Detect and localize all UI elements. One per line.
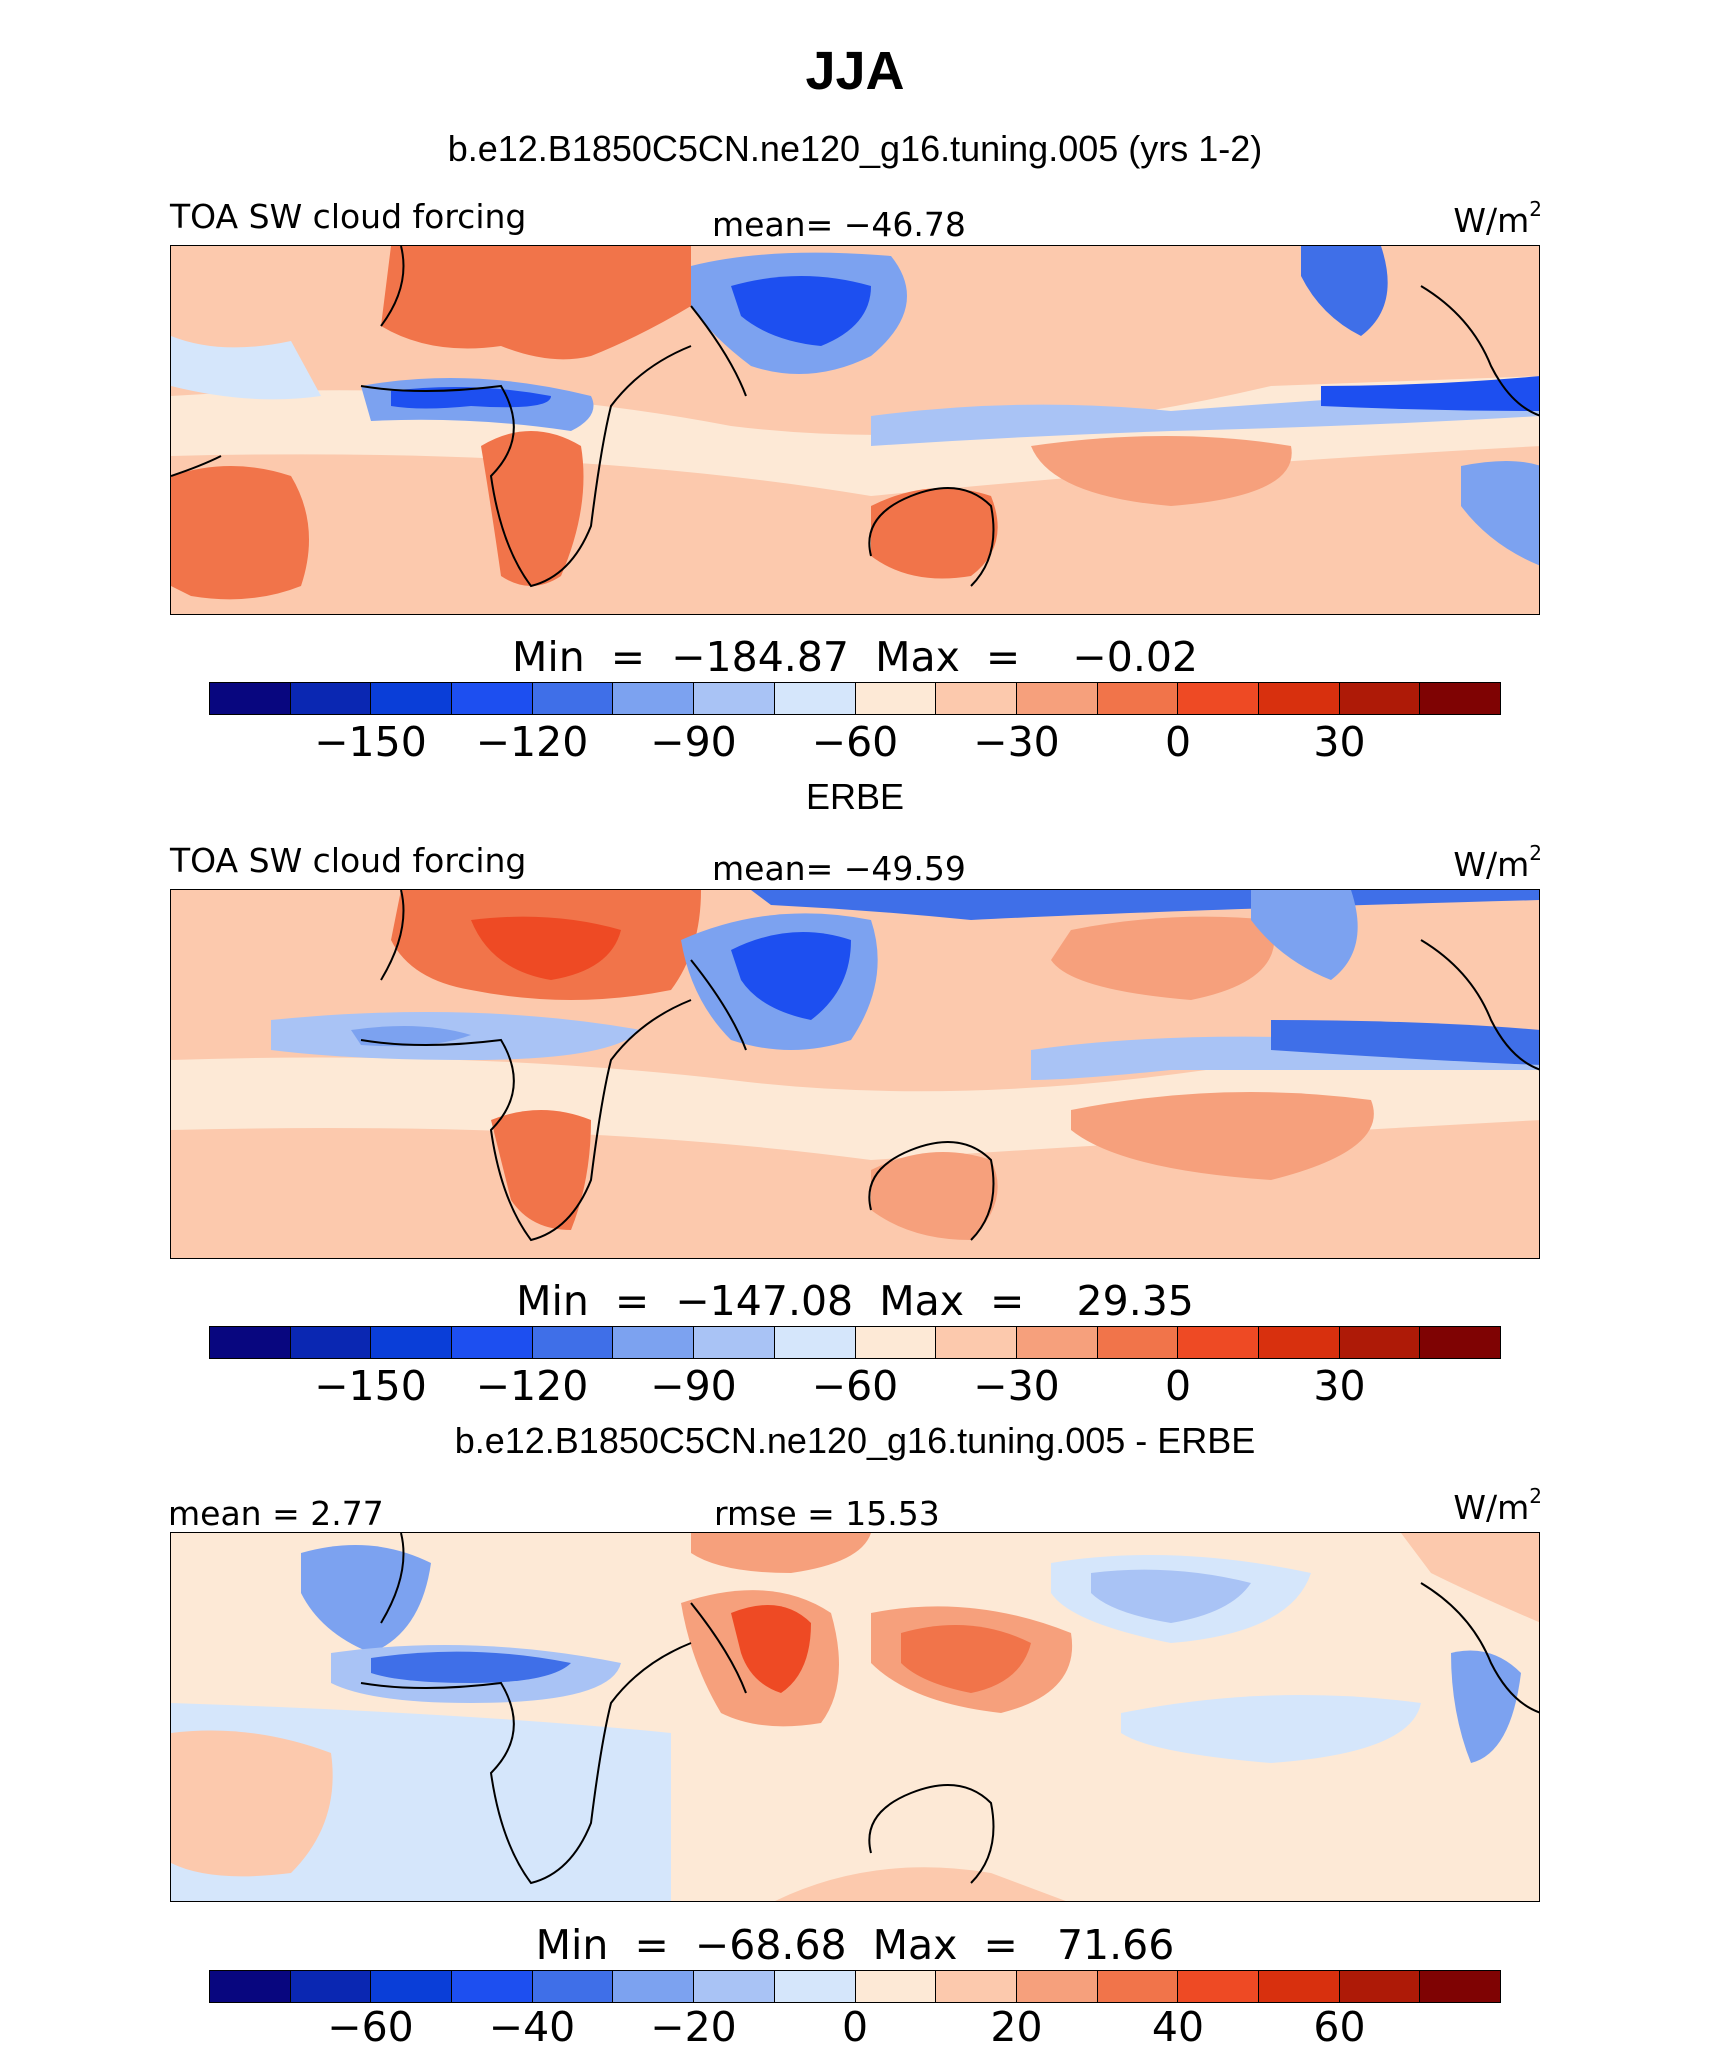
panel-3-map: [170, 1532, 1540, 1902]
colorbar-tick-label: −150: [314, 1362, 427, 1410]
panel-1-variable-label: TOA SW cloud forcing: [170, 197, 527, 236]
colorbar-tick-label: 0: [841, 2003, 869, 2051]
panel-2-mean-label: mean= −49.59: [712, 849, 966, 888]
colorbar-swatch: [774, 1971, 856, 2002]
colorbar-swatch: [936, 1327, 1017, 1358]
figure-title: JJA: [805, 41, 905, 101]
colorbar-swatch: [1178, 683, 1259, 714]
colorbar-swatch: [1420, 1971, 1500, 2002]
colorbar-swatch: [1258, 683, 1340, 714]
colorbar-swatch: [452, 1327, 533, 1358]
panel-1-map: [170, 245, 1540, 615]
colorbar-swatch: [855, 1327, 937, 1358]
colorbar-swatch: [532, 683, 614, 714]
colorbar-swatch: [855, 1971, 937, 2002]
colorbar-tick-label: 0: [1164, 1362, 1192, 1410]
panel-2-min-max-label: Min = −147.08 Max = 29.35: [516, 1277, 1194, 1325]
colorbar-swatch: [1097, 1971, 1179, 2002]
colorbar-tick-label: −20: [650, 2003, 737, 2051]
colorbar-tick-label: 20: [990, 2003, 1043, 2051]
colorbar-swatch: [694, 1327, 775, 1358]
colorbar-swatch: [210, 683, 291, 714]
colorbar-swatch: [371, 683, 453, 714]
colorbar-swatch: [290, 1327, 372, 1358]
panel-3-title: b.e12.B1850C5CN.ne120_g16.tuning.005 - E…: [454, 1420, 1256, 1461]
colorbar-tick-label: −30: [973, 718, 1060, 766]
panel-3-min-max-label: Min = −68.68 Max = 71.66: [535, 1921, 1175, 1969]
colorbar-swatch: [1339, 683, 1421, 714]
panel-2-title: ERBE: [805, 776, 905, 817]
panel-3-colorbar: [209, 1970, 1501, 2003]
colorbar-swatch: [613, 1327, 695, 1358]
panel-2-colorbar: [209, 1326, 1501, 1359]
colorbar-swatch: [371, 1327, 453, 1358]
panel-2-variable-label: TOA SW cloud forcing: [170, 841, 527, 880]
panel-2-map: [170, 889, 1540, 1259]
panel-3-colorbar-ticks: −60 −40 −20 0 20 40 60: [209, 2003, 1501, 2053]
colorbar-tick-label: −120: [475, 1362, 589, 1410]
colorbar-swatch: [613, 683, 695, 714]
colorbar-swatch: [452, 1971, 533, 2002]
panel-1-min-max-label: Min = −184.87 Max = −0.02: [511, 633, 1199, 681]
colorbar-swatch: [1097, 683, 1179, 714]
colorbar-tick-label: −60: [811, 718, 899, 766]
colorbar-swatch: [1016, 683, 1098, 714]
panel-1-colorbar: [209, 682, 1501, 715]
colorbar-swatch: [1178, 1971, 1259, 2002]
colorbar-swatch: [1339, 1971, 1421, 2002]
colorbar-swatch: [210, 1971, 291, 2002]
colorbar-tick-label: 30: [1313, 718, 1366, 766]
colorbar-swatch: [936, 683, 1017, 714]
panel-1-colorbar-ticks: −150 −120 −90 −60 −30 0 30: [209, 718, 1501, 768]
colorbar-swatch: [290, 1971, 372, 2002]
panel-3-units-label: W/m2: [1453, 1484, 1542, 1527]
colorbar-swatch: [694, 683, 775, 714]
colorbar-swatch: [1016, 1327, 1098, 1358]
colorbar-swatch: [452, 683, 533, 714]
colorbar-swatch: [855, 683, 937, 714]
colorbar-swatch: [694, 1971, 775, 2002]
colorbar-swatch: [371, 1971, 453, 2002]
colorbar-tick-label: −60: [811, 1362, 899, 1410]
panel-1-mean-label: mean= −46.78: [712, 205, 966, 244]
colorbar-swatch: [936, 1971, 1017, 2002]
colorbar-tick-label: −120: [475, 718, 589, 766]
colorbar-tick-label: 40: [1151, 2003, 1205, 2051]
colorbar-swatch: [774, 683, 856, 714]
panel-3-mean-label: mean = 2.77: [168, 1494, 384, 1533]
colorbar-tick-label: 30: [1313, 1362, 1366, 1410]
colorbar-swatch: [290, 683, 372, 714]
colorbar-tick-label: −90: [650, 718, 737, 766]
colorbar-swatch: [1420, 683, 1500, 714]
colorbar-tick-label: 60: [1313, 2003, 1366, 2051]
colorbar-tick-label: 0: [1164, 718, 1192, 766]
panel-1-units-label: W/m2: [1453, 197, 1542, 240]
panel-1-title: b.e12.B1850C5CN.ne120_g16.tuning.005 (yr…: [447, 128, 1263, 169]
colorbar-swatch: [1097, 1327, 1179, 1358]
panel-2-colorbar-ticks: −150 −120 −90 −60 −30 0 30: [209, 1362, 1501, 1412]
colorbar-swatch: [613, 1971, 695, 2002]
colorbar-tick-label: −60: [327, 2003, 414, 2051]
panel-3-rmse-label: rmse = 15.53: [714, 1494, 940, 1533]
colorbar-swatch: [1258, 1327, 1340, 1358]
colorbar-swatch: [1339, 1327, 1421, 1358]
colorbar-tick-label: −40: [488, 2003, 576, 2051]
colorbar-swatch: [210, 1327, 291, 1358]
colorbar-tick-label: −30: [973, 1362, 1060, 1410]
colorbar-swatch: [532, 1971, 614, 2002]
colorbar-tick-label: −90: [650, 1362, 737, 1410]
colorbar-swatch: [774, 1327, 856, 1358]
colorbar-swatch: [1258, 1971, 1340, 2002]
colorbar-swatch: [1420, 1327, 1500, 1358]
colorbar-tick-label: −150: [314, 718, 427, 766]
colorbar-swatch: [1016, 1971, 1098, 2002]
colorbar-swatch: [1178, 1327, 1259, 1358]
panel-2-units-label: W/m2: [1453, 841, 1542, 884]
colorbar-swatch: [532, 1327, 614, 1358]
